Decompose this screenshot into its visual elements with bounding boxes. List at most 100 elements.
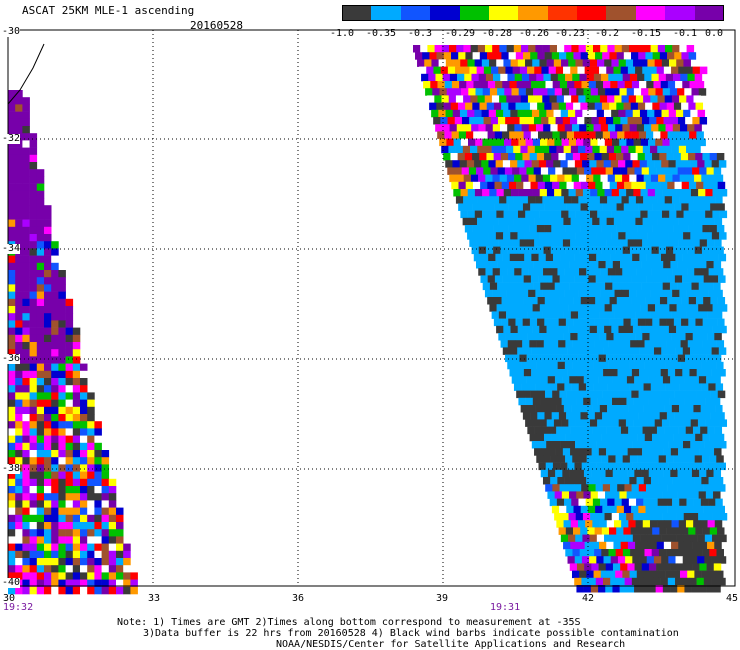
right-swath-cell <box>473 81 481 89</box>
right-swath-cell <box>451 131 460 139</box>
right-swath-cell <box>544 52 553 60</box>
right-swath-cell <box>674 505 682 514</box>
right-swath-cell <box>488 253 496 262</box>
left-swath-cell <box>15 406 23 415</box>
left-swath-cell <box>22 514 30 523</box>
right-swath-cell <box>472 102 480 111</box>
right-swath-cell <box>579 361 587 370</box>
left-swath-cell <box>15 111 23 120</box>
right-swath-cell <box>580 318 588 327</box>
right-swath-cell <box>663 167 671 175</box>
left-swath-cell <box>8 126 16 134</box>
right-swath-cell <box>712 534 720 543</box>
right-swath-cell <box>703 505 711 514</box>
right-swath-cell <box>520 95 529 103</box>
right-swath-cell <box>699 333 708 341</box>
right-swath-cell <box>674 52 682 60</box>
right-swath-cell <box>493 153 502 161</box>
right-swath-cell <box>513 95 522 103</box>
right-swath-cell <box>682 347 691 355</box>
right-swath-cell <box>566 390 575 399</box>
left-swath-cell <box>8 493 16 501</box>
right-swath-cell <box>658 570 666 579</box>
right-swath-cell <box>546 232 554 240</box>
left-swath-cell <box>8 586 16 595</box>
right-swath-cell <box>639 160 648 168</box>
right-swath-cell <box>688 203 697 211</box>
right-swath-cell <box>541 448 549 456</box>
right-swath-cell <box>532 59 540 67</box>
left-swath-cell <box>44 284 52 292</box>
right-swath-cell <box>629 246 638 255</box>
left-swath-cell <box>8 486 16 494</box>
right-swath-cell <box>542 477 551 485</box>
right-swath-cell <box>575 419 584 427</box>
left-swath-cell <box>15 277 23 285</box>
left-swath-cell <box>15 500 23 508</box>
right-swath-cell <box>623 318 631 327</box>
right-swath-cell <box>491 311 500 319</box>
right-swath-cell <box>658 549 667 557</box>
left-swath-cell <box>80 464 88 472</box>
right-swath-cell <box>577 520 586 528</box>
left-swath-cell <box>51 306 59 314</box>
left-swath-cell <box>29 356 38 364</box>
right-swath-cell <box>629 570 638 579</box>
left-swath-cell <box>15 334 23 343</box>
x-tick-45: 45 <box>726 593 739 604</box>
left-swath-cell <box>22 464 30 472</box>
right-swath-cell <box>643 174 652 183</box>
left-swath-cell <box>8 421 16 429</box>
left-swath-cell <box>123 565 131 573</box>
right-swath-cell <box>499 124 508 132</box>
right-swath-cell <box>529 246 537 255</box>
right-swath-cell <box>528 361 537 370</box>
right-swath-cell <box>453 88 462 96</box>
right-swath-cell <box>533 88 541 96</box>
left-swath-cell <box>15 536 23 544</box>
right-swath-cell <box>676 189 685 197</box>
right-swath-cell <box>540 469 549 478</box>
left-swath-cell <box>51 392 59 400</box>
right-swath-cell <box>486 225 494 233</box>
right-swath-cell <box>524 347 532 355</box>
left-swath-cell <box>36 385 45 393</box>
left-swath-cell <box>29 241 38 249</box>
left-swath-cell <box>36 572 45 580</box>
left-swath-cell <box>51 406 59 415</box>
right-swath-cell <box>662 138 670 147</box>
right-swath-cell <box>432 88 440 96</box>
right-swath-cell <box>610 462 619 471</box>
right-swath-cell <box>474 109 482 118</box>
right-swath-cell <box>501 102 509 111</box>
right-swath-cell <box>615 549 624 557</box>
right-swath-cell <box>538 275 546 283</box>
left-swath-cell <box>51 320 59 328</box>
right-swath-cell <box>610 556 619 564</box>
right-swath-cell <box>556 405 565 413</box>
right-swath-cell <box>594 412 603 420</box>
right-swath-cell <box>534 66 542 75</box>
left-swath-cell <box>51 241 59 249</box>
right-swath-cell <box>601 455 609 463</box>
right-swath-cell <box>549 289 558 298</box>
right-swath-cell <box>584 239 593 247</box>
right-swath-cell <box>582 325 590 334</box>
right-swath-cell <box>653 347 662 355</box>
right-swath-cell <box>548 66 557 75</box>
right-swath-cell <box>487 131 496 139</box>
right-swath-cell <box>525 88 534 96</box>
right-swath-cell <box>555 261 563 269</box>
right-swath-cell <box>677 376 685 384</box>
right-swath-cell <box>557 174 565 183</box>
left-swath-cell <box>22 586 30 595</box>
right-swath-cell <box>651 549 660 557</box>
right-swath-cell <box>593 174 601 183</box>
right-swath-cell <box>689 484 697 492</box>
right-swath-cell <box>532 210 540 219</box>
right-swath-cell <box>663 354 671 363</box>
right-swath-cell <box>537 318 545 327</box>
right-swath-cell <box>618 189 627 197</box>
left-swath-cell <box>80 586 88 595</box>
left-swath-cell <box>65 536 74 544</box>
